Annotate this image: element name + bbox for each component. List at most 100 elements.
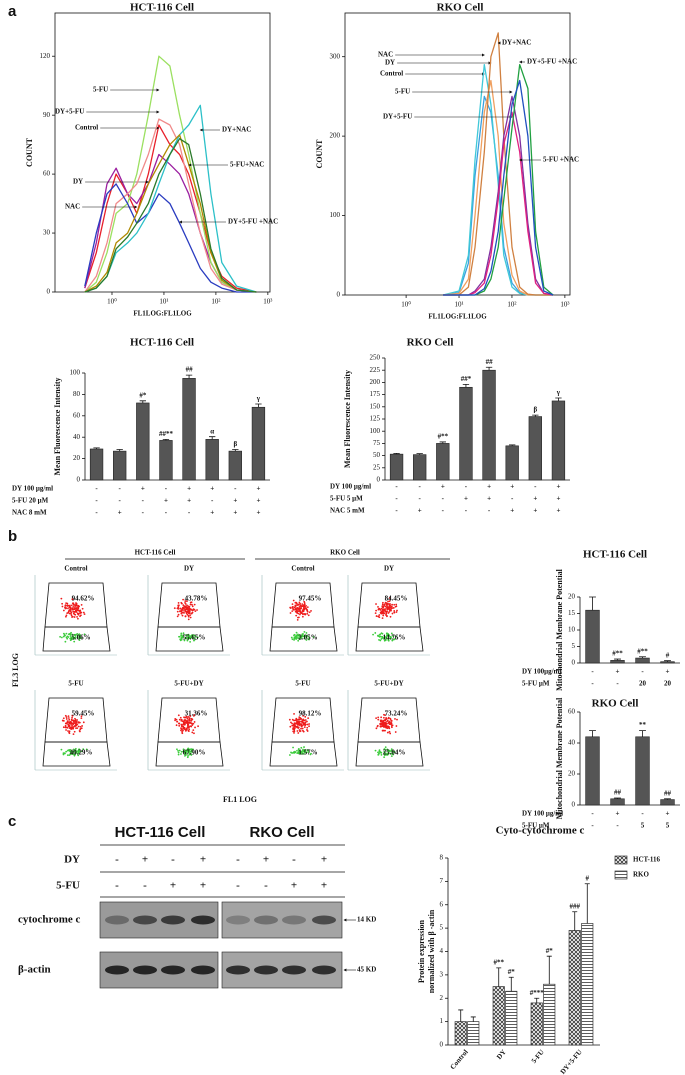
- bar: [492, 986, 505, 1046]
- event-dot: [191, 611, 194, 614]
- event-dot: [193, 732, 195, 735]
- event-dot: [80, 614, 82, 617]
- event-dot: [74, 605, 77, 607]
- event-dot: [301, 603, 304, 606]
- event-dot: [188, 611, 191, 614]
- event-dot: [380, 719, 383, 722]
- gate-percent: 94.62%: [72, 595, 95, 603]
- event-dot: [377, 718, 380, 721]
- x-axis-label: FL1LOG:FL1LOG: [133, 310, 192, 318]
- event-dot: [292, 599, 295, 602]
- y-axis-label: Protein expression: [417, 919, 426, 983]
- treatment-label: DY 100 μg/ml: [12, 485, 53, 493]
- event-dot: [188, 753, 191, 755]
- treatment-value: +: [556, 495, 560, 503]
- event-dot: [384, 751, 386, 754]
- event-dot: [71, 616, 73, 618]
- treatment-value: -: [165, 509, 168, 517]
- event-dot: [303, 634, 306, 637]
- event-dot: [297, 721, 300, 724]
- event-dot: [184, 722, 186, 724]
- event-dot: [71, 726, 74, 729]
- x-tick-label: 10⁰: [401, 301, 411, 309]
- band: [105, 915, 129, 925]
- event-dot: [377, 608, 380, 611]
- bar: [635, 736, 650, 806]
- y-tick-label: 100: [70, 369, 81, 377]
- event-dot: [303, 602, 306, 604]
- event-dot: [66, 604, 69, 607]
- event-dot: [67, 607, 69, 610]
- error-bar: [139, 400, 146, 403]
- y-tick-label: 5: [440, 924, 444, 932]
- event-dot: [186, 604, 189, 607]
- significance-label: γ: [256, 395, 261, 403]
- event-dot: [380, 722, 383, 725]
- event-dot: [390, 723, 393, 726]
- group-title: HCT-116 Cell: [135, 549, 176, 557]
- significance-label: ##*: [461, 375, 472, 383]
- y-tick-label: 0: [572, 801, 576, 809]
- event-dot: [79, 725, 82, 728]
- event-dot: [301, 635, 304, 638]
- event-dot: [74, 747, 77, 750]
- treatment-value: +: [533, 495, 537, 503]
- event-dot: [72, 612, 75, 615]
- error-bar: [614, 797, 621, 799]
- event-dot: [184, 600, 187, 602]
- event-dot: [302, 613, 304, 616]
- event-dot: [180, 612, 183, 615]
- event-dot: [386, 606, 389, 608]
- treatment-value: -: [442, 507, 445, 515]
- y-tick-label: 0: [337, 291, 341, 299]
- event-dot: [77, 754, 80, 757]
- treatment-value: 20: [639, 680, 647, 688]
- event-dot: [289, 754, 291, 756]
- event-dot: [183, 639, 186, 642]
- event-dot: [389, 609, 392, 612]
- event-dot: [66, 637, 69, 640]
- event-dot: [385, 612, 388, 615]
- event-dot: [301, 615, 304, 618]
- significance-label: #**: [493, 958, 504, 966]
- event-dot: [296, 604, 299, 606]
- legend-swatch: [614, 870, 628, 880]
- gate: [355, 626, 424, 652]
- event-dot: [185, 751, 187, 754]
- event-dot: [71, 719, 73, 722]
- event-dot: [374, 632, 377, 634]
- y-tick-label: 0: [377, 476, 381, 484]
- treatment-value: +: [141, 485, 145, 493]
- event-dot: [66, 720, 69, 723]
- event-dot: [381, 729, 384, 732]
- gate-percent: 84.45%: [385, 595, 408, 603]
- histogram-curve: [443, 32, 554, 296]
- event-dot: [393, 603, 396, 606]
- event-dot: [308, 638, 310, 641]
- event-dot: [65, 632, 68, 635]
- event-dot: [300, 727, 302, 730]
- plot-label: 5-FU: [68, 680, 83, 688]
- y-tick-label: 15: [568, 609, 576, 617]
- band: [254, 965, 278, 975]
- gate-percent: 5.06%: [71, 634, 90, 642]
- event-dot: [393, 611, 396, 614]
- event-dot: [73, 616, 76, 618]
- event-dot: [62, 752, 65, 755]
- event-dot: [383, 639, 386, 642]
- event-dot: [178, 635, 181, 638]
- band: [133, 965, 157, 975]
- event-dot: [65, 716, 68, 719]
- event-dot: [297, 727, 300, 729]
- event-dot: [308, 611, 311, 614]
- treatment-value: -: [95, 509, 98, 517]
- event-dot: [291, 638, 294, 641]
- bar: [610, 798, 625, 806]
- treatment-value: -: [591, 810, 594, 818]
- treatment-value: -: [591, 822, 594, 830]
- event-dot: [68, 724, 70, 727]
- band: [226, 915, 250, 925]
- event-dot: [182, 632, 185, 635]
- event-dot: [303, 608, 306, 611]
- event-dot: [389, 732, 392, 735]
